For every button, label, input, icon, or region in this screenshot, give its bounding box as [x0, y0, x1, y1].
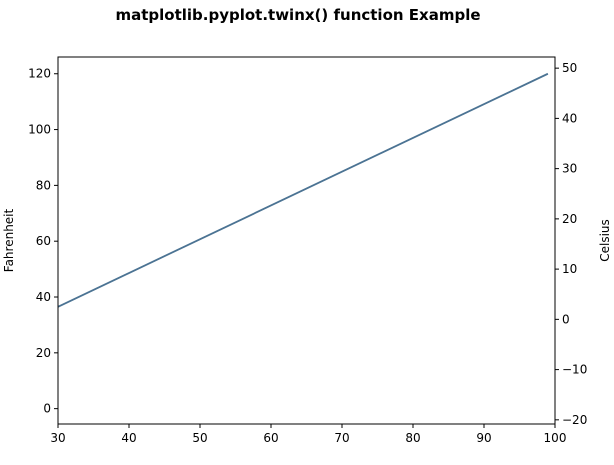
y-tick-label-right: −10	[562, 363, 587, 377]
x-tick-label: 60	[263, 431, 278, 445]
y-tick-label-left: 0	[43, 402, 51, 416]
x-axis: 30 40 50 60 70 80 90 100	[50, 424, 566, 445]
y-tick-label-left: 100	[28, 123, 51, 137]
y-tick-label-left: 40	[36, 290, 51, 304]
y-tick-label-right: 20	[562, 212, 577, 226]
y-tick-label-right: 10	[562, 262, 577, 276]
y-axis-right: −20 −10 0 10 20 30 40 50	[555, 61, 587, 427]
y-tick-label-left: 120	[28, 67, 51, 81]
y-axis-label-right: Celsius	[598, 219, 612, 262]
x-tick-label: 50	[192, 431, 207, 445]
y-tick-label-right: 30	[562, 162, 577, 176]
y-tick-label-left: 20	[36, 346, 51, 360]
x-tick-label: 40	[121, 431, 136, 445]
x-tick-label: 30	[50, 431, 65, 445]
y-tick-label-right: 50	[562, 61, 577, 75]
axes-frame	[57, 56, 556, 425]
series-line	[57, 72, 549, 308]
plot-area	[57, 72, 549, 308]
y-tick-label-right: 40	[562, 111, 577, 125]
y-tick-label-right: −20	[562, 413, 587, 427]
chart-title: matplotlib.pyplot.twinx() function Examp…	[115, 6, 480, 24]
x-tick-label: 70	[334, 431, 349, 445]
y-axis-left: 0 20 40 60 80 100 120	[28, 67, 58, 416]
y-tick-label-left: 60	[36, 234, 51, 248]
x-tick-label: 100	[544, 431, 567, 445]
y-tick-label-right: 0	[562, 312, 570, 326]
x-tick-label: 90	[476, 431, 491, 445]
x-tick-label: 80	[405, 431, 420, 445]
y-axis-label-left: Fahrenheit	[2, 208, 16, 272]
y-tick-label-left: 80	[36, 178, 51, 192]
